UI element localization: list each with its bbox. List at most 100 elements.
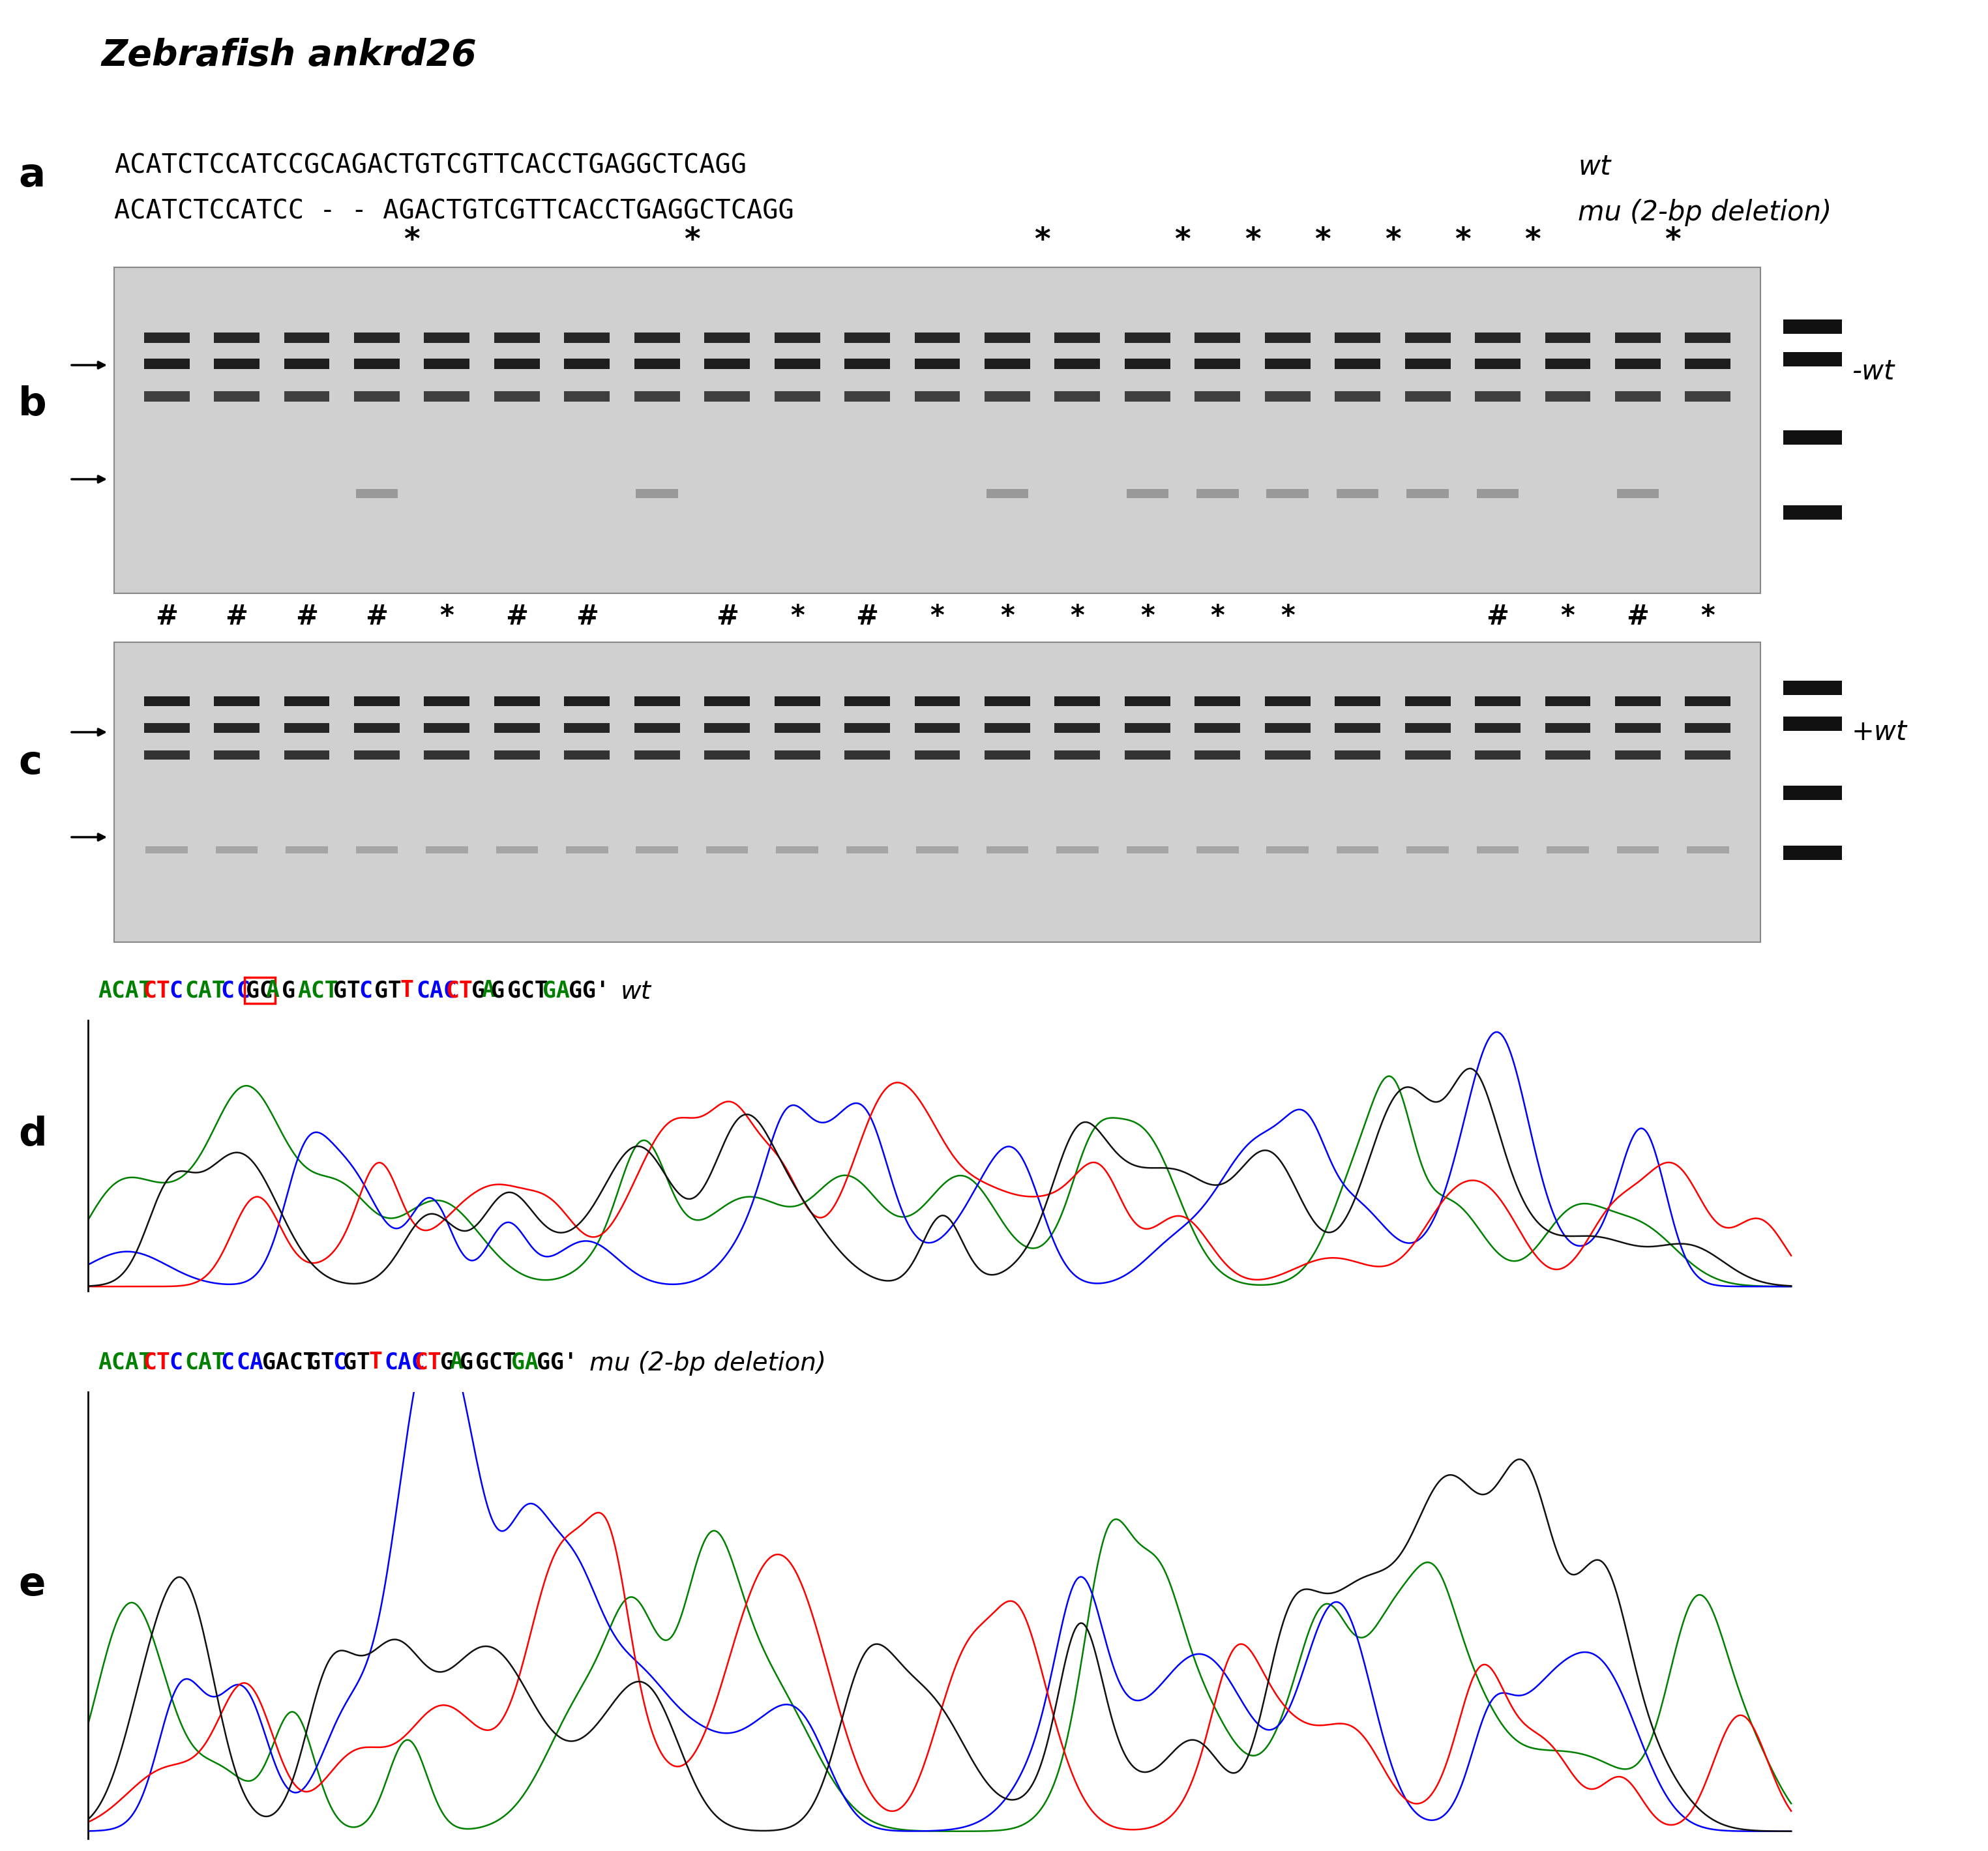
Bar xyxy=(984,696,1030,705)
Bar xyxy=(916,846,958,853)
Bar xyxy=(986,489,1028,498)
Bar xyxy=(354,724,400,733)
Bar xyxy=(1125,359,1171,368)
Bar xyxy=(565,696,610,705)
Text: G: G xyxy=(282,979,296,1001)
Text: GC: GC xyxy=(247,979,272,1001)
Text: GA: GA xyxy=(511,1351,539,1373)
Bar xyxy=(495,696,539,705)
Bar xyxy=(1475,333,1521,342)
Text: #: # xyxy=(1626,603,1650,631)
Bar xyxy=(113,642,1761,942)
Text: GT: GT xyxy=(334,979,360,1001)
Bar xyxy=(113,267,1761,594)
Bar xyxy=(1197,489,1239,498)
Bar xyxy=(565,724,610,733)
Bar xyxy=(423,391,469,402)
Bar xyxy=(423,359,469,368)
Text: GACT: GACT xyxy=(262,1351,316,1373)
Text: *: * xyxy=(1525,226,1541,255)
Bar xyxy=(425,846,467,853)
Bar xyxy=(914,333,960,342)
Bar xyxy=(1127,489,1169,498)
Bar xyxy=(775,750,819,759)
Bar xyxy=(1056,846,1099,853)
Text: c: c xyxy=(18,744,42,783)
Text: ACAT: ACAT xyxy=(97,1351,153,1373)
Bar xyxy=(1477,846,1519,853)
Text: #: # xyxy=(716,603,738,631)
Bar xyxy=(284,696,330,705)
Text: GCT: GCT xyxy=(475,1351,517,1373)
Bar xyxy=(1614,696,1660,705)
Text: *: * xyxy=(1070,603,1085,631)
Text: #: # xyxy=(1487,603,1509,631)
Bar xyxy=(1686,359,1732,368)
Text: C: C xyxy=(221,979,235,1001)
Text: GT: GT xyxy=(374,979,402,1001)
Bar xyxy=(775,724,819,733)
Bar xyxy=(634,333,680,342)
Text: #: # xyxy=(155,603,179,631)
Bar xyxy=(495,750,539,759)
Text: *: * xyxy=(1141,603,1155,631)
Bar xyxy=(1475,359,1521,368)
Text: *: * xyxy=(789,603,805,631)
Bar xyxy=(495,391,539,402)
Bar xyxy=(143,724,189,733)
Text: wt: wt xyxy=(620,979,652,1003)
Bar xyxy=(845,333,891,342)
Bar xyxy=(636,489,678,498)
Bar xyxy=(914,750,960,759)
Text: d: d xyxy=(18,1116,48,1153)
Bar xyxy=(634,724,680,733)
Bar xyxy=(1783,785,1843,800)
Bar xyxy=(354,391,400,402)
Bar xyxy=(1406,391,1451,402)
Bar xyxy=(1475,696,1521,705)
Text: *: * xyxy=(1561,603,1574,631)
Bar xyxy=(1616,489,1658,498)
Bar xyxy=(284,359,330,368)
Bar xyxy=(495,724,539,733)
Bar xyxy=(1686,333,1732,342)
Bar xyxy=(356,489,398,498)
Bar xyxy=(1614,333,1660,342)
Bar xyxy=(845,750,891,759)
Bar xyxy=(1125,391,1171,402)
Bar xyxy=(1125,696,1171,705)
Bar xyxy=(215,846,258,853)
Text: *: * xyxy=(1244,226,1260,255)
Text: CT: CT xyxy=(143,1351,171,1373)
Bar xyxy=(1686,696,1732,705)
Text: C: C xyxy=(221,1351,235,1373)
Bar xyxy=(1614,391,1660,402)
Text: #: # xyxy=(855,603,879,631)
Bar xyxy=(984,359,1030,368)
Bar xyxy=(1783,716,1843,731)
Bar xyxy=(775,846,819,853)
Bar xyxy=(704,333,749,342)
Text: *: * xyxy=(1314,226,1330,255)
Text: +wt: +wt xyxy=(1851,718,1906,746)
Bar xyxy=(215,333,260,342)
Text: mu (2-bp deletion): mu (2-bp deletion) xyxy=(588,1351,825,1375)
Bar xyxy=(984,750,1030,759)
Bar xyxy=(215,724,260,733)
Text: G: G xyxy=(439,1351,453,1373)
Text: *: * xyxy=(1384,226,1402,255)
Bar xyxy=(1545,391,1590,402)
Bar xyxy=(423,696,469,705)
Bar xyxy=(1686,750,1732,759)
Text: #: # xyxy=(225,603,248,631)
Bar xyxy=(1783,352,1843,366)
Text: GT: GT xyxy=(344,1351,370,1373)
Bar xyxy=(1616,846,1658,853)
Bar xyxy=(1475,750,1521,759)
Text: Zebrafish ankrd26: Zebrafish ankrd26 xyxy=(101,37,477,72)
Text: *: * xyxy=(1175,226,1191,255)
Bar xyxy=(1334,359,1380,368)
Bar xyxy=(704,391,749,402)
Text: C: C xyxy=(169,1351,183,1373)
Bar xyxy=(423,724,469,733)
